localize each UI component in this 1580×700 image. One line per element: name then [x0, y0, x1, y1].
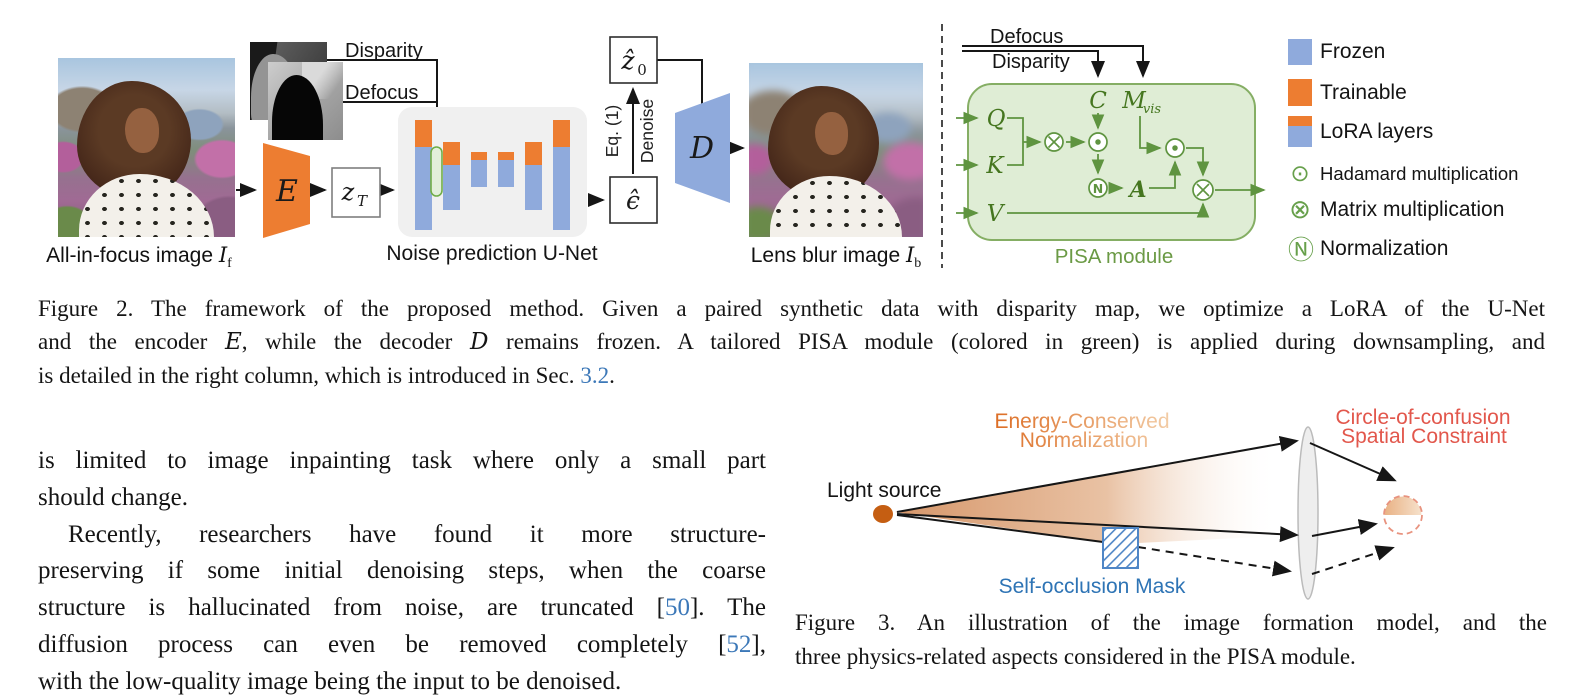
legend-row-hadamard: ⊙ Hadamard multiplication	[1288, 161, 1518, 187]
fig2-labels: Disparity Defocus Noise prediction U-Net…	[345, 40, 657, 265]
person-face	[815, 111, 849, 156]
pisa-m: M	[1121, 88, 1147, 114]
lens-ellipse	[1297, 426, 1319, 600]
denoise-label: Denoise	[637, 99, 657, 163]
light-source-label: Light source	[827, 479, 941, 502]
self-occlusion-mask	[1102, 527, 1139, 569]
pisa-defocus-label: Defocus	[990, 26, 1063, 48]
unet-bars	[415, 120, 570, 230]
eps-hat-box	[609, 176, 658, 224]
body-line: preserving if some initial denoising ste…	[38, 557, 766, 585]
body-text-column: is limited to image inpainting task wher…	[38, 443, 766, 700]
lora-swatch	[1288, 116, 1312, 147]
figure2-caption: Figure 2. The framework of the proposed …	[38, 292, 1545, 392]
body-line: structure is hallucinated from noise, ar…	[38, 594, 766, 622]
legend-hadamard-label: Hadamard multiplication	[1320, 163, 1519, 184]
citation-link[interactable]: 52	[726, 630, 752, 658]
figure3-diagram: Light source Energy-Conserved Normalizat…	[827, 406, 1511, 600]
coc-fill	[1384, 496, 1422, 515]
body-line: diffusion process can even be removed co…	[38, 630, 766, 658]
z0-hat-symbol: ẑ	[620, 46, 635, 75]
pisa-insert-pill	[430, 146, 443, 197]
pisa-operators	[1044, 132, 1214, 201]
z0-hat-subscript: 0	[637, 61, 647, 79]
pisa-m-subscript: vis	[1143, 102, 1162, 117]
hadamard-icon: ⊙	[1290, 161, 1310, 187]
legend-lora-label: LoRA layers	[1320, 119, 1434, 143]
lens-blur-photo	[749, 63, 923, 237]
legend-row-matmul: ⊗ Matrix multiplication	[1288, 195, 1504, 225]
defocus-map-image	[268, 62, 343, 140]
legend-normalization-label: Normalization	[1320, 236, 1449, 260]
light-rays	[896, 435, 1397, 577]
decoder-trapezoid	[675, 93, 730, 203]
encoder-symbol: E	[275, 174, 298, 209]
citation-link[interactable]: 50	[664, 594, 690, 622]
pisa-v: V	[987, 201, 1006, 227]
figure2-caption-line3: is detailed in the right column, which i…	[38, 363, 615, 388]
encoder-trapezoid	[263, 143, 310, 238]
legend-trainable-label: Trainable	[1320, 80, 1407, 104]
pisa-arrows	[956, 111, 1266, 220]
pisa-input-lines	[962, 45, 1150, 78]
legend-row-lora: LoRA layers	[1288, 116, 1433, 147]
figure3-caption: Figure 3. An illustration of the image f…	[795, 606, 1547, 673]
body-line: is limited to image inpainting task wher…	[38, 447, 766, 474]
latent-zt-box	[331, 167, 381, 218]
encoder-symbol-inline: E	[224, 329, 242, 355]
person-face	[125, 108, 159, 153]
coc-label-line2: Spatial Constraint	[1341, 425, 1507, 448]
unet-background	[398, 107, 587, 237]
lens-blur-label: Lens blur image Ib	[750, 243, 922, 272]
unet-label: Noise prediction U-Net	[386, 242, 597, 265]
defocus-label: Defocus	[345, 82, 418, 104]
figure3-labels: Light source Energy-Conserved Normalizat…	[827, 406, 1511, 598]
figure2-caption-line1: Figure 2. The framework of the proposed …	[38, 296, 1545, 321]
pisa-symbols: Q K V C M vis A N	[985, 88, 1161, 227]
coc-label-line1: Circle-of-confusion	[1335, 406, 1510, 429]
energy-label-line1: Energy-Conserved	[994, 410, 1169, 433]
body-line: should change.	[38, 483, 188, 511]
disparity-label: Disparity	[345, 40, 423, 62]
decoder-symbol: D	[689, 131, 714, 166]
figure3-caption-line1: Figure 3. An illustration of the image f…	[795, 610, 1547, 635]
matrix-multiplication-icon: ⊗	[1289, 195, 1311, 225]
figure3-caption-line2: three physics-related aspects considered…	[795, 643, 1356, 669]
legend-row-frozen: Frozen	[1288, 39, 1385, 65]
body-line: with the low-quality image being the inp…	[38, 667, 622, 695]
legend-row-normalization: Ⓝ Normalization	[1288, 230, 1448, 267]
light-cone	[895, 440, 1303, 544]
pisa-box	[967, 83, 1256, 241]
z0-hat-box	[609, 36, 658, 84]
all-in-focus-photo	[58, 58, 235, 237]
all-in-focus-label: All-in-focus image If	[46, 243, 232, 272]
legend-matmul-label: Matrix multiplication	[1320, 198, 1505, 221]
energy-label-line2: Normalization	[1020, 429, 1148, 452]
pisa-a: A	[1127, 177, 1146, 203]
eq1-label: Eq. (1)	[602, 105, 622, 158]
figure2-caption-line2: and the encoder E, while the decoder D r…	[38, 329, 1546, 355]
frozen-swatch	[1288, 39, 1312, 65]
legend-row-trainable: Trainable	[1288, 79, 1407, 106]
latent-zt-subscript: T	[357, 192, 368, 210]
section-link[interactable]: 3.2	[580, 363, 610, 388]
pisa-module: Defocus Disparity	[956, 26, 1266, 268]
eps-hat-symbol: ϵ̂	[626, 186, 640, 215]
coc-circle	[1383, 495, 1423, 535]
body-line: Recently, researchers have found it more…	[68, 520, 766, 548]
pisa-module-label: PISA module	[1055, 245, 1174, 268]
pisa-k: K	[985, 153, 1005, 179]
latent-zt-symbol: z	[341, 178, 355, 206]
self-occlusion-mask-label: Self-occlusion Mask	[999, 575, 1186, 598]
normalization-symbol: N	[1093, 181, 1103, 196]
pisa-c: C	[1089, 88, 1107, 114]
pisa-q: Q	[987, 106, 1006, 132]
legend-frozen-label: Frozen	[1320, 40, 1386, 63]
trainable-swatch	[1288, 79, 1312, 106]
pisa-disparity-label: Disparity	[992, 51, 1070, 73]
light-source-dot	[873, 505, 893, 523]
normalization-icon: Ⓝ	[1288, 236, 1315, 266]
decoder-symbol-inline: D	[469, 329, 489, 355]
